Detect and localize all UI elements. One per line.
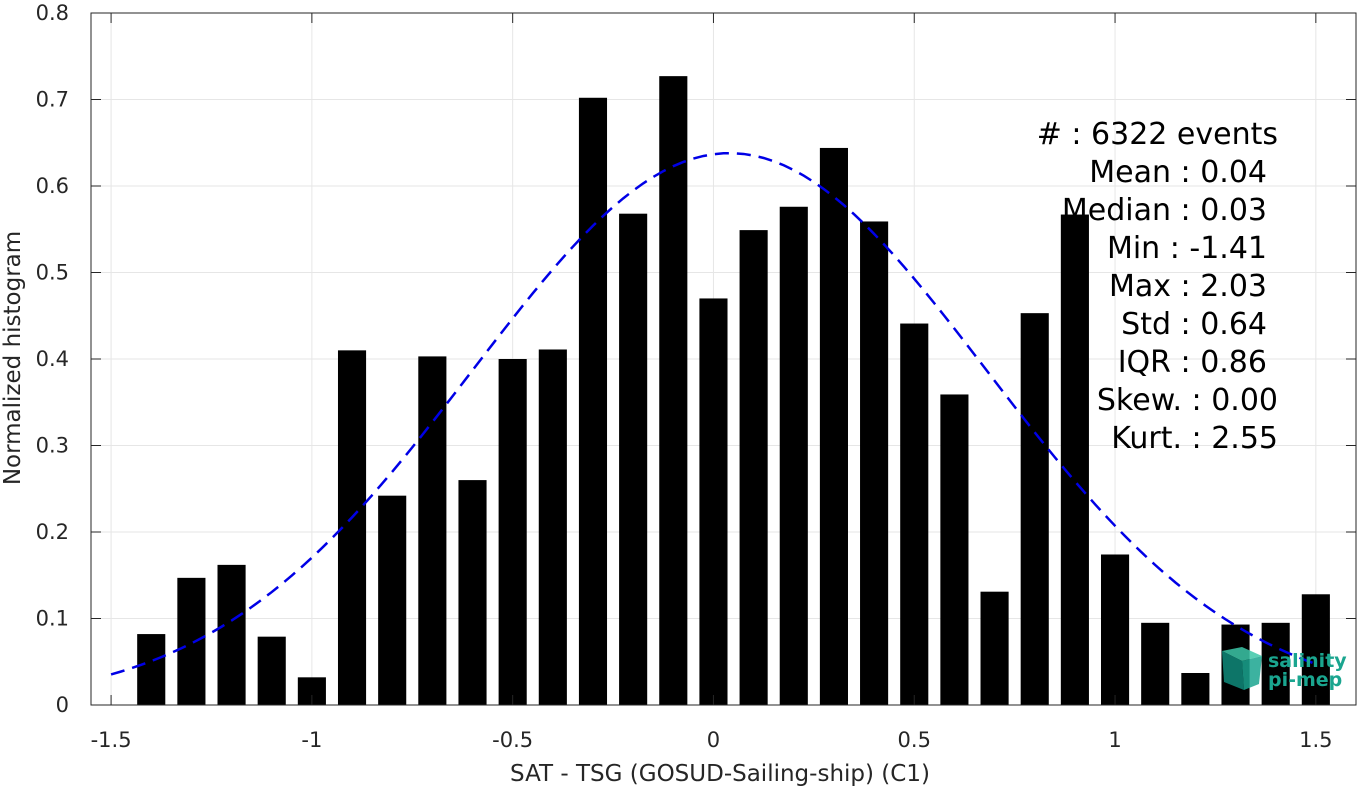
stats-iqr: IQR : 0.86 <box>1118 345 1267 380</box>
histogram-bar <box>578 97 608 705</box>
histogram-bar <box>659 76 688 705</box>
stats-std: Std : 0.64 <box>1121 307 1267 342</box>
cube-logo-icon <box>1222 647 1262 690</box>
x-tick-label: -1.5 <box>91 728 132 752</box>
y-axis-title: Normalized histogram <box>0 231 26 485</box>
histogram-bar <box>458 480 487 705</box>
histogram-bar <box>699 298 728 705</box>
x-axis-ticks: -1.5 -1 -0.5 0 0.5 1 1.5 <box>91 13 1333 752</box>
histogram-bar <box>538 349 567 705</box>
stats-kurt: Kurt. : 2.55 <box>1111 421 1278 456</box>
histogram-bar <box>137 634 166 705</box>
x-tick-label: -0.5 <box>492 728 533 752</box>
histogram-bar <box>1141 622 1170 705</box>
histogram-bar <box>900 323 929 705</box>
histogram-bar <box>1020 313 1049 705</box>
y-tick-label: 0.1 <box>36 607 69 631</box>
stats-count: # : 6322 events <box>1037 117 1278 152</box>
y-tick-label: 0.6 <box>36 174 69 198</box>
x-tick-label: 1 <box>1108 728 1121 752</box>
y-tick-label: 0.7 <box>36 88 69 112</box>
y-tick-label: 0.3 <box>36 434 69 458</box>
stats-mean: Mean : 0.04 <box>1089 155 1267 190</box>
histogram-bars <box>137 76 1330 706</box>
histogram-bar <box>1100 554 1130 705</box>
histogram-bar <box>498 359 527 705</box>
y-tick-label: 0.4 <box>36 347 69 371</box>
y-tick-label: 0.5 <box>36 261 69 285</box>
histogram-bar <box>1181 672 1210 705</box>
histogram-bar <box>1301 594 1330 705</box>
stats-max: Max : 2.03 <box>1109 269 1267 304</box>
x-tick-label: -1 <box>301 728 322 752</box>
stats-min: Min : -1.41 <box>1107 231 1267 266</box>
histogram-bar <box>1060 214 1089 706</box>
y-tick-label: 0.8 <box>36 1 69 25</box>
normal-fit-curve <box>110 151 1317 676</box>
histogram-bar <box>378 495 407 705</box>
histogram-bar <box>860 221 889 705</box>
histogram-bar <box>819 147 848 705</box>
histogram-bar <box>739 230 768 706</box>
stats-skew: Skew. : 0.00 <box>1097 383 1278 418</box>
histogram-bar <box>940 394 969 705</box>
stats-box: # : 6322 events Mean : 0.04 Median : 0.0… <box>1037 117 1278 456</box>
histogram-bar <box>1261 622 1290 705</box>
histogram-bar <box>779 206 808 705</box>
histogram-bar <box>217 564 246 705</box>
y-axis-ticks: 0 0.1 0.2 0.3 0.4 0.5 0.6 0.7 0.8 <box>36 1 1356 717</box>
x-tick-label: 1.5 <box>1299 728 1332 752</box>
stats-median: Median : 0.03 <box>1062 193 1267 228</box>
histogram-bar <box>619 213 648 705</box>
logo-text-salinity: salinity <box>1268 650 1347 672</box>
y-tick-label: 0.2 <box>36 520 69 544</box>
salinity-pimep-logo: salinity pi-mep <box>1222 647 1347 691</box>
histogram-bar <box>418 356 447 705</box>
histogram-bar <box>177 577 206 705</box>
x-tick-label: 0.5 <box>898 728 931 752</box>
logo-text-pimep: pi-mep <box>1268 669 1342 691</box>
histogram-bar <box>257 636 286 705</box>
x-axis-title: SAT - TSG (GOSUD-Sailing-ship) (C1) <box>510 761 930 787</box>
y-tick-label: 0 <box>56 693 69 717</box>
x-tick-label: 0 <box>707 728 720 752</box>
histogram-bar <box>980 591 1009 705</box>
